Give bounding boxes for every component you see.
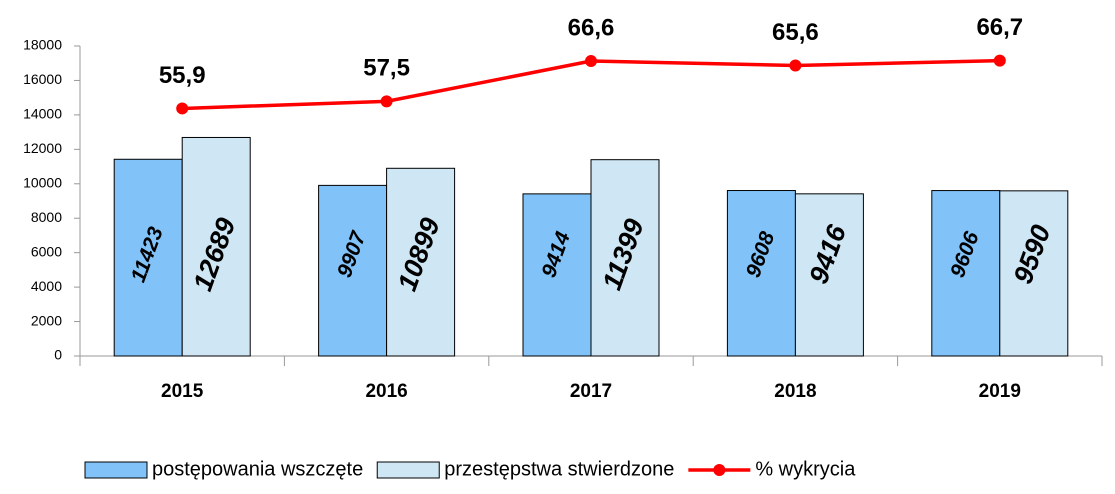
bar: [999, 190, 1069, 357]
line-value-label: 57,5: [363, 55, 410, 82]
y-tick-label: 18000: [23, 37, 62, 53]
bar: [590, 159, 660, 357]
bar: [726, 190, 796, 357]
legend-label: postępowania wszczęte: [152, 458, 363, 480]
line-value-label: 66,6: [568, 14, 615, 41]
x-tick-label: 2019: [979, 381, 1021, 402]
legend-swatch: [84, 461, 148, 479]
y-tick-label: 4000: [31, 278, 62, 294]
legend-swatch: [713, 464, 726, 476]
bar: [113, 158, 183, 357]
y-tick-label: 12000: [23, 140, 62, 156]
y-tick-label: 16000: [23, 71, 62, 87]
line-marker: [585, 55, 597, 68]
line-marker: [789, 59, 802, 72]
legend: postępowania wszczęte przestępstwa stwier…: [84, 458, 856, 480]
legend-swatch: [376, 461, 440, 479]
y-tick-label: 8000: [31, 209, 62, 225]
line-value-label: 66,7: [976, 14, 1023, 41]
bar: [318, 184, 388, 357]
y-tick-label: 10000: [23, 174, 62, 190]
legend-label: przestępstwa stwierdzone: [444, 458, 674, 480]
line-value-label: 55,9: [159, 62, 206, 89]
bar: [794, 193, 864, 357]
line: [182, 58, 1000, 111]
y-tick-label: 2000: [31, 312, 62, 328]
bar: [386, 167, 456, 357]
line-marker: [993, 54, 1006, 67]
line-marker: [380, 95, 393, 108]
y-tick-label: 6000: [31, 243, 62, 259]
x-tick-label: 2018: [774, 381, 816, 402]
x-tick-label: 2017: [570, 381, 612, 402]
x-tick-label: 2016: [365, 381, 407, 402]
bar: [181, 136, 251, 357]
line-value-label: 65,6: [772, 19, 819, 46]
line-marker: [176, 102, 189, 115]
y-tick-label: 14000: [23, 106, 62, 122]
bar: [522, 193, 592, 357]
y-tick-label: 0: [54, 347, 62, 363]
bar: [931, 190, 1001, 357]
legend-label: % wykrycia: [755, 458, 856, 480]
x-tick-label: 2015: [161, 381, 204, 402]
